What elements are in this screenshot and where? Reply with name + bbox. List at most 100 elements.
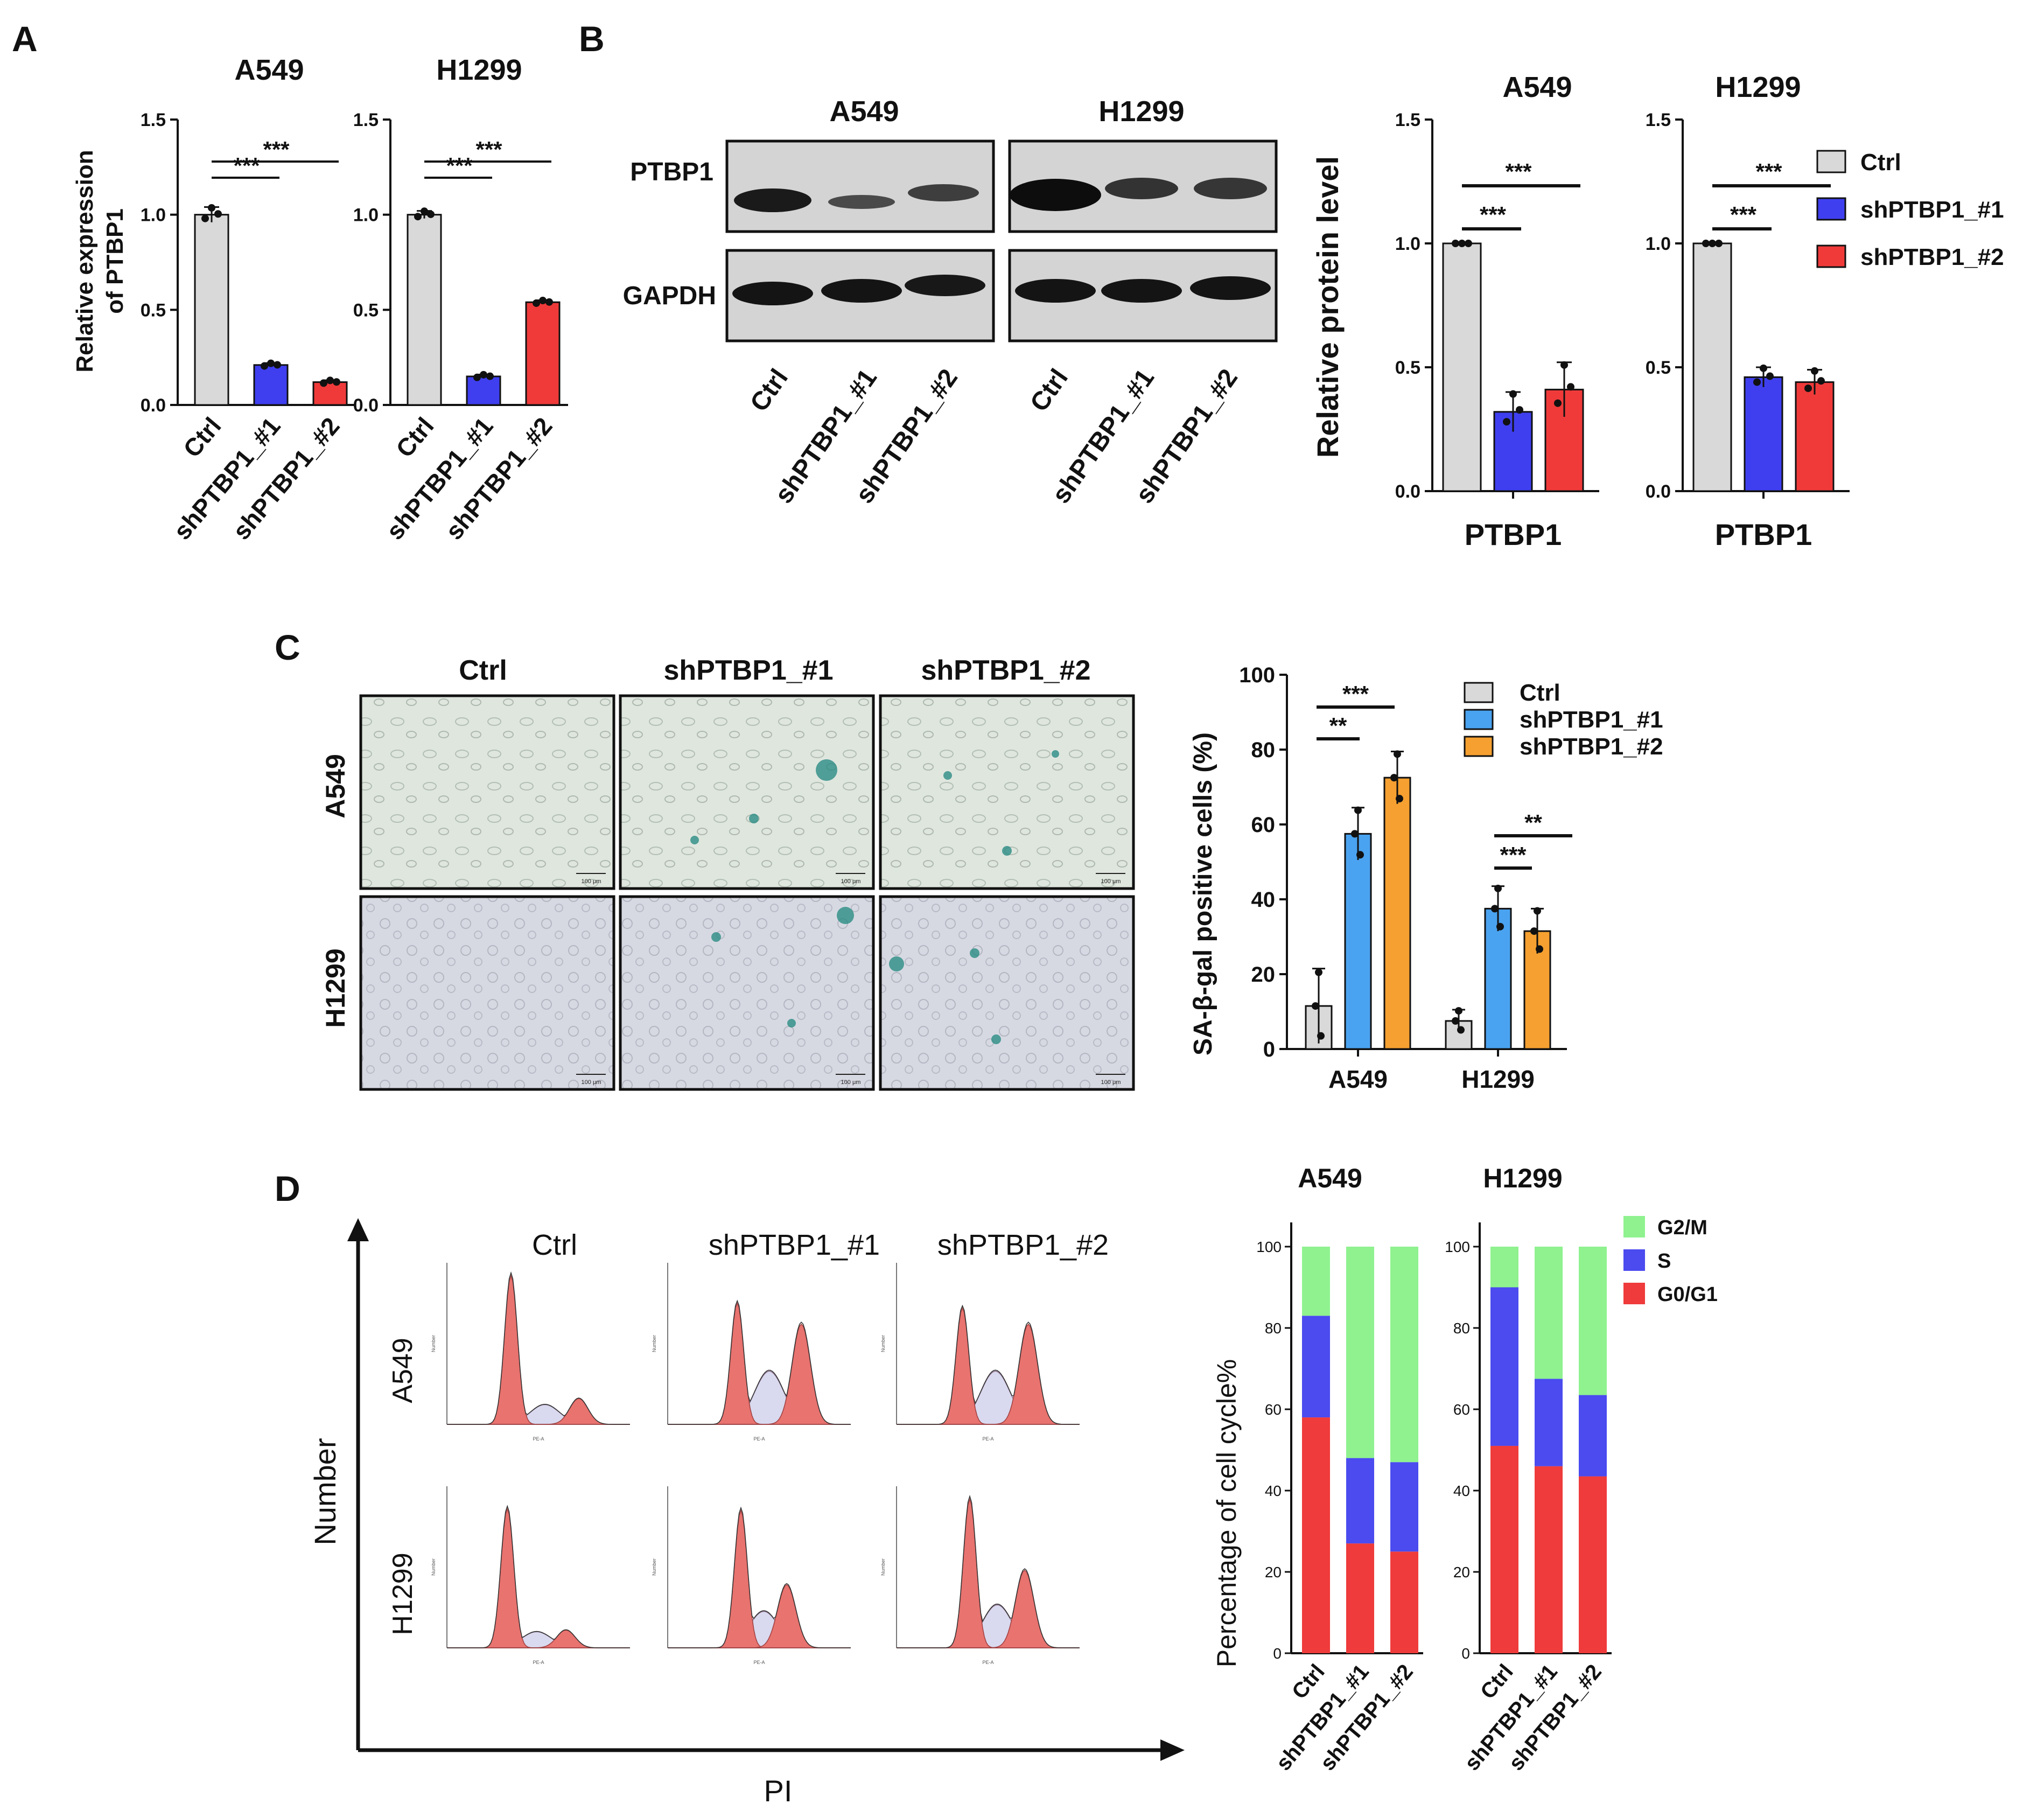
panel-d-legend-swatch-1 xyxy=(1623,1249,1645,1271)
panel-a-a549-xlabel-0: Ctrl xyxy=(178,412,227,463)
panel-b-h1299-xlabel: PTBP1 xyxy=(1715,518,1812,551)
scalebar-label-1-0: 100 μm xyxy=(582,1079,601,1086)
flow-a549-2-ylabel: Number xyxy=(880,1335,886,1352)
panel-d-a549-bar-g2m-2 xyxy=(1390,1247,1418,1463)
flow-a549-2-s-phase-curve xyxy=(897,1371,1080,1425)
micro-tiles: 100 μm 100 μm 100 μm 100 μm 100 μm 100 μm xyxy=(359,694,1135,1091)
panel-a-a549-point-0-2 xyxy=(214,210,222,218)
panel-c-sig-label-1: *** xyxy=(1342,681,1369,707)
panel-c-xlabel-0: A549 xyxy=(1328,1065,1388,1093)
flow-x-axis-label: PI xyxy=(764,1774,793,1808)
micro-col-sh1: shPTBP1_#1 xyxy=(663,655,833,686)
blot-cell-label-a549: A549 xyxy=(829,95,899,128)
flow-h1299-0-xlabel: PE-A xyxy=(533,1660,544,1665)
panel-d-h1299-bar-g2m-2 xyxy=(1579,1247,1607,1395)
panel-a-h1299-ytick-label-2: 1.0 xyxy=(353,205,379,226)
panel-d-h1299-bar-s-2 xyxy=(1579,1395,1607,1477)
panel-a-h1299-point-1-2 xyxy=(486,372,494,380)
micrograph-a549-1 xyxy=(619,694,875,890)
band-a549-ptbp1-sh1 xyxy=(828,195,895,209)
panel-a-ylabel-line1: Relative expression xyxy=(72,150,98,372)
panel-a-h1299-point-2-0 xyxy=(533,299,540,307)
panel-b-a549-sig-label-1: *** xyxy=(1505,159,1532,184)
panel-c-legend-swatch-1 xyxy=(1464,709,1494,730)
panel-d-h1299-ytick-label-5: 100 xyxy=(1445,1239,1470,1255)
panel-d-h1299-xlabel-0: Ctrl xyxy=(1476,1660,1518,1704)
panel-letter-d: D xyxy=(275,1169,300,1208)
panel-c-point-1-1-1 xyxy=(1491,905,1499,913)
panel-a-a549-sig-label-1: *** xyxy=(263,137,290,162)
panel-a-h1299-point-0-0 xyxy=(414,213,422,221)
panel-d-a549-bar-s-0 xyxy=(1302,1316,1330,1418)
panel-c-point-1-0-0 xyxy=(1455,1007,1462,1015)
panel-d-charts: A549020406080100CtrlshPTBP1_#1shPTBP1_#2… xyxy=(1256,1163,1612,1775)
panel-d-a549-ytick-label-3: 60 xyxy=(1265,1401,1282,1418)
flow-h1299-2-xlabel: PE-A xyxy=(982,1660,993,1665)
flow-col-ctrl: Ctrl xyxy=(532,1229,577,1261)
scalebar-label-1-2: 100 μm xyxy=(1101,1079,1121,1086)
sa-bgal-stain-1-2-2 xyxy=(991,1034,1001,1044)
panel-d-legend-label-0: G2/M xyxy=(1657,1216,1707,1239)
flow-h1299-2-total-histogram xyxy=(897,1494,1080,1648)
micrograph-grid: Ctrl shPTBP1_#1 shPTBP1_#2 A549 H1299 10… xyxy=(320,655,1135,1091)
micrograph-a549-0 xyxy=(359,694,615,890)
panel-c-bar-a549-2 xyxy=(1383,777,1411,1050)
panel-b-a549-point-2-2 xyxy=(1567,383,1574,391)
panel-a-h1299-bar-0 xyxy=(407,214,442,406)
panel-c-sig-label-3: ** xyxy=(1524,810,1542,835)
panel-b-h1299-point-1-2 xyxy=(1766,372,1774,380)
panel-a-h1299-ytick-label-1: 0.5 xyxy=(353,300,379,320)
panel-b-h1299-point-2-1 xyxy=(1811,367,1818,375)
panel-d-legend-label-2: G0/G1 xyxy=(1657,1283,1718,1306)
sa-bgal-stain-0-2-1 xyxy=(1002,846,1012,856)
panel-b-a549-point-0-1 xyxy=(1458,240,1466,247)
panel-b-h1299-bar-2 xyxy=(1795,381,1835,492)
panel-d-h1299-bar-g0g1-1 xyxy=(1535,1466,1563,1653)
blot-lane-a549-ctrl: Ctrl xyxy=(745,364,794,417)
panel-a-h1299-bar-1 xyxy=(466,375,501,406)
panel-a-h1299-title: H1299 xyxy=(436,54,522,86)
blot-lane-h1299-ctrl: Ctrl xyxy=(1025,364,1074,417)
panel-b-h1299-ytick-label-2: 1.0 xyxy=(1646,234,1671,254)
panel-b-a549-point-1-2 xyxy=(1516,406,1523,414)
flow-h1299-0-total-histogram xyxy=(447,1505,630,1648)
flow-a549-0-xlabel: PE-A xyxy=(533,1436,544,1442)
panel-b-h1299-point-0-2 xyxy=(1715,240,1723,247)
flow-a549-1: PE-A Number xyxy=(652,1263,851,1442)
panel-c-sig-label-0: ** xyxy=(1329,713,1347,738)
panel-a-a549-point-1-2 xyxy=(274,361,281,369)
flow-plots: PE-A Number PE-A Number PE-A Number PE-A Number… xyxy=(431,1263,1080,1665)
panel-c-ytick-label-4: 80 xyxy=(1251,738,1276,762)
flow-h1299-2: PE-A Number xyxy=(880,1486,1080,1665)
panel-a-h1299-point-0-2 xyxy=(427,210,435,218)
panel-b-legend-swatch-2 xyxy=(1816,244,1846,268)
panel-b-h1299-point-1-1 xyxy=(1760,364,1767,372)
panel-d-a549-ytick-label-5: 100 xyxy=(1256,1239,1282,1255)
panel-b-charts: A549 0.0 0.5 1.0 1.5 *** *** PTBP1 H1299 0.0 0.5 1.… xyxy=(1395,71,1850,551)
panel-c-legend-swatch-2 xyxy=(1464,736,1494,757)
panel-b-a549-ytick-label-2: 1.0 xyxy=(1395,234,1420,254)
panel-a-ylabel-line2: of PTBP1 xyxy=(102,208,128,314)
micrograph-h1299-1 xyxy=(619,895,875,1091)
flow-h1299-0-s-phase-curve xyxy=(447,1631,630,1648)
panel-a-a549-point-2-0 xyxy=(320,379,327,387)
flow-a549-1-s-phase-curve xyxy=(668,1371,851,1425)
panel-d-a549-bar-g2m-0 xyxy=(1302,1247,1330,1316)
panel-d-h1299-ytick-label-3: 60 xyxy=(1453,1401,1470,1418)
flow-a549-0-s-phase-curve xyxy=(447,1404,630,1425)
panel-a-a549-ytick-label-3: 1.5 xyxy=(141,110,166,130)
panel-d-a549-ytick-label-1: 20 xyxy=(1265,1564,1282,1581)
band-a549-gapdh-sh1 xyxy=(821,279,902,303)
flow-cytometry-grid: PI Number Ctrl shPTBP1_#1 shPTBP1_#2 A54… xyxy=(308,1218,1185,1808)
panel-b-h1299-point-0-0 xyxy=(1702,240,1710,247)
panel-b-h1299-sig-label-1: *** xyxy=(1755,159,1782,184)
panel-d-h1299-ytick-label-2: 40 xyxy=(1453,1483,1470,1499)
panel-d-a549-xlabel-0: Ctrl xyxy=(1287,1660,1329,1704)
panel-d-h1299-ytick-label-4: 80 xyxy=(1453,1320,1470,1337)
flow-a549-1-xlabel: PE-A xyxy=(753,1436,765,1442)
panel-a-h1299-sig-label-1: *** xyxy=(475,137,502,162)
panel-d-legend-swatch-2 xyxy=(1623,1283,1645,1304)
flow-row-a549: A549 xyxy=(387,1338,418,1403)
